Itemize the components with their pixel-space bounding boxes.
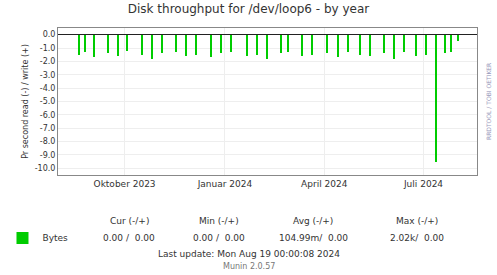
svg-text:April 2024: April 2024: [301, 179, 348, 189]
svg-text:-5.0: -5.0: [40, 97, 56, 106]
svg-text:-3.0: -3.0: [40, 71, 56, 80]
svg-text:Max (-/+): Max (-/+): [396, 216, 438, 226]
svg-text:-9.0: -9.0: [40, 151, 56, 160]
svg-text:Avg (-/+): Avg (-/+): [293, 216, 333, 226]
svg-text:Pr second read (-) / write (+): Pr second read (-) / write (+): [21, 44, 30, 159]
svg-text:-7.0: -7.0: [40, 124, 56, 133]
svg-text:-1.0: -1.0: [40, 44, 56, 53]
svg-text:0.00 / 0.00: 0.00 / 0.00: [193, 233, 245, 243]
svg-text:Oktober 2023: Oktober 2023: [94, 179, 156, 189]
svg-text:Cur (-/+): Cur (-/+): [110, 216, 149, 226]
svg-text:Min (-/+): Min (-/+): [199, 216, 239, 226]
svg-text:Disk throughput for /dev/loop6: Disk throughput for /dev/loop6 - by year: [128, 2, 370, 16]
svg-text:Januar 2024: Januar 2024: [197, 179, 253, 189]
svg-text:RRDTOOL / TOBI OETIKER: RRDTOOL / TOBI OETIKER: [485, 63, 492, 140]
svg-text:-2.0: -2.0: [40, 57, 56, 66]
svg-text:-8.0: -8.0: [40, 137, 56, 146]
svg-text:-10.0: -10.0: [35, 164, 56, 173]
svg-text:Bytes: Bytes: [42, 233, 68, 243]
svg-text:-6.0: -6.0: [40, 111, 56, 120]
svg-text:Last update: Mon Aug 19 00:00:: Last update: Mon Aug 19 00:00:08 2024: [158, 249, 340, 259]
svg-text:-4.0: -4.0: [40, 84, 56, 93]
svg-text:0.0: 0.0: [43, 30, 56, 39]
svg-text:104.99m/ 0.00: 104.99m/ 0.00: [279, 233, 348, 243]
svg-text:Juli 2024: Juli 2024: [403, 179, 443, 189]
svg-text:2.02k/ 0.00: 2.02k/ 0.00: [390, 233, 444, 243]
svg-text:0.00 / 0.00: 0.00 / 0.00: [103, 233, 155, 243]
svg-text:Munin 2.0.57: Munin 2.0.57: [223, 262, 275, 271]
